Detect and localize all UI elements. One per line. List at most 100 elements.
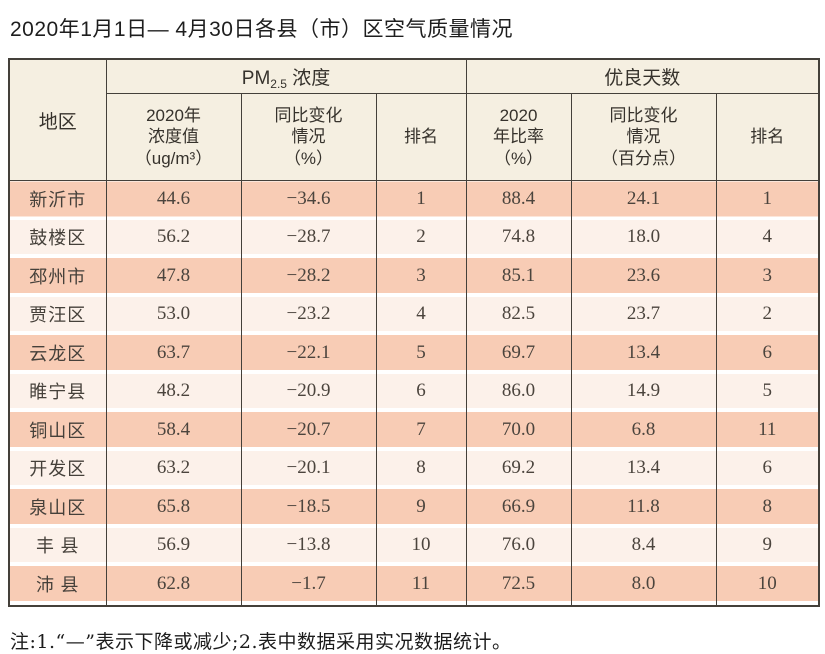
good-rate-cell: 72.5: [465, 566, 572, 606]
table-row: 睢宁县 48.2 −20.9 6 86.0 14.9 5: [8, 373, 820, 412]
pm-rank-cell: 7: [375, 412, 467, 451]
footnote: 注:1.“—”表示下降或减少;2.表中数据采用实况数据统计。: [10, 630, 512, 653]
col-header-pm-rank: 排名: [375, 93, 467, 181]
col-header-good-rank: 排名: [715, 93, 820, 181]
table-header: 地区 PM2.5 浓度 优良天数 2020年 浓度值 （ug/m³） 同比变化 …: [8, 58, 820, 181]
pm-rank-cell: 4: [375, 296, 467, 335]
good-change-cell: 14.9: [570, 373, 717, 412]
good-change-cell: 24.1: [570, 180, 717, 220]
region-cell: 邳州市: [8, 258, 107, 297]
pm-change-cell: −28.7: [240, 219, 377, 258]
region-cell: 开发区: [8, 450, 107, 489]
region-cell: 泉山区: [8, 489, 107, 528]
col-header-good-rate: 2020 年比率 （%）: [465, 93, 572, 181]
pm-value-cell: 56.2: [105, 219, 242, 258]
pm-change-cell: −13.8: [240, 527, 377, 566]
pm-value-cell: 58.4: [105, 412, 242, 451]
col-header-region: 地区: [8, 58, 107, 181]
region-cell: 睢宁县: [8, 373, 107, 412]
good-change-cell: 11.8: [570, 489, 717, 528]
group-header-good-days: 优良天数: [465, 58, 820, 94]
good-rank-cell: 10: [715, 566, 820, 606]
pm-rank-cell: 2: [375, 219, 467, 258]
good-rate-cell: 70.0: [465, 412, 572, 451]
good-rank-cell: 3: [715, 258, 820, 297]
good-rate-cell: 66.9: [465, 489, 572, 528]
pm-value-cell: 62.8: [105, 566, 242, 606]
pm-change-cell: −23.2: [240, 296, 377, 335]
pm-change-cell: −20.9: [240, 373, 377, 412]
region-cell: 沛 县: [8, 566, 107, 606]
pm-rank-cell: 6: [375, 373, 467, 412]
pm-rank-cell: 3: [375, 258, 467, 297]
pm-change-cell: −1.7: [240, 566, 377, 606]
good-rank-cell: 11: [715, 412, 820, 451]
good-rate-cell: 69.7: [465, 335, 572, 374]
pm-value-cell: 63.2: [105, 450, 242, 489]
pm25-label-prefix: PM: [241, 67, 271, 89]
region-cell: 鼓楼区: [8, 219, 107, 258]
pm-change-cell: −22.1: [240, 335, 377, 374]
pm-change-cell: −34.6: [240, 180, 377, 220]
good-change-cell: 8.4: [570, 527, 717, 566]
pm-value-cell: 56.9: [105, 527, 242, 566]
pm-rank-cell: 8: [375, 450, 467, 489]
good-rate-cell: 74.8: [465, 219, 572, 258]
table-row: 鼓楼区 56.2 −28.7 2 74.8 18.0 4: [8, 219, 820, 258]
table-row: 丰 县 56.9 −13.8 10 76.0 8.4 9: [8, 527, 820, 566]
table-row: 沛 县 62.8 −1.7 11 72.5 8.0 10: [8, 566, 820, 606]
sub-header-row: 2020年 浓度值 （ug/m³） 同比变化 情况 （%） 排名 2020 年比…: [9, 93, 820, 181]
pm25-label-subscript: 2.5: [270, 76, 287, 91]
group-header-pm25: PM2.5 浓度: [105, 58, 467, 94]
good-rank-cell: 9: [715, 527, 820, 566]
col-header-good-change: 同比变化 情况 （百分点）: [570, 93, 717, 181]
table-row: 泉山区 65.8 −18.5 9 66.9 11.8 8: [8, 489, 820, 528]
good-rank-cell: 6: [715, 335, 820, 374]
pm-value-cell: 65.8: [105, 489, 242, 528]
region-cell: 丰 县: [8, 527, 107, 566]
col-header-pm-change: 同比变化 情况 （%）: [240, 93, 377, 181]
good-rate-cell: 76.0: [465, 527, 572, 566]
page-title: 2020年1月1日— 4月30日各县（市）区空气质量情况: [10, 18, 513, 41]
table-row: 贾汪区 53.0 −23.2 4 82.5 23.7 2: [8, 296, 820, 335]
good-change-cell: 23.7: [570, 296, 717, 335]
good-rate-cell: 85.1: [465, 258, 572, 297]
good-rank-cell: 8: [715, 489, 820, 528]
pm-rank-cell: 11: [375, 566, 467, 606]
pm-value-cell: 44.6: [105, 180, 242, 220]
region-cell: 贾汪区: [8, 296, 107, 335]
good-rate-cell: 69.2: [465, 450, 572, 489]
good-change-cell: 18.0: [570, 219, 717, 258]
pm-rank-cell: 1: [375, 180, 467, 220]
table-row: 铜山区 58.4 −20.7 7 70.0 6.8 11: [8, 412, 820, 451]
air-quality-table: 地区 PM2.5 浓度 优良天数 2020年 浓度值 （ug/m³） 同比变化 …: [8, 58, 821, 607]
good-change-cell: 13.4: [570, 450, 717, 489]
region-cell: 铜山区: [8, 412, 107, 451]
good-rank-cell: 6: [715, 450, 820, 489]
pm-rank-cell: 9: [375, 489, 467, 528]
good-change-cell: 6.8: [570, 412, 717, 451]
pm-value-cell: 47.8: [105, 258, 242, 297]
region-cell: 云龙区: [8, 335, 107, 374]
good-rank-cell: 4: [715, 219, 820, 258]
pm-rank-cell: 5: [375, 335, 467, 374]
pm-value-cell: 63.7: [105, 335, 242, 374]
group-header-row: 地区 PM2.5 浓度 优良天数: [8, 58, 820, 181]
good-change-cell: 13.4: [570, 335, 717, 374]
pm25-label-suffix: 浓度: [286, 67, 331, 89]
region-cell: 新沂市: [8, 180, 107, 220]
pm-value-cell: 53.0: [105, 296, 242, 335]
good-rank-cell: 5: [715, 373, 820, 412]
pm-change-cell: −20.1: [240, 450, 377, 489]
table-row: 新沂市 44.6 −34.6 1 88.4 24.1 1: [8, 180, 820, 220]
pm-change-cell: −28.2: [240, 258, 377, 297]
table-row: 开发区 63.2 −20.1 8 69.2 13.4 6: [8, 450, 820, 489]
pm-change-cell: −20.7: [240, 412, 377, 451]
table-body: 新沂市 44.6 −34.6 1 88.4 24.1 1 鼓楼区 56.2 −28.7 2 74.8 1…: [8, 180, 820, 606]
table-row: 邳州市 47.8 −28.2 3 85.1 23.6 3: [8, 258, 820, 297]
pm-change-cell: −18.5: [240, 489, 377, 528]
good-rank-cell: 2: [715, 296, 820, 335]
good-rate-cell: 86.0: [465, 373, 572, 412]
good-change-cell: 23.6: [570, 258, 717, 297]
good-rank-cell: 1: [715, 180, 820, 220]
